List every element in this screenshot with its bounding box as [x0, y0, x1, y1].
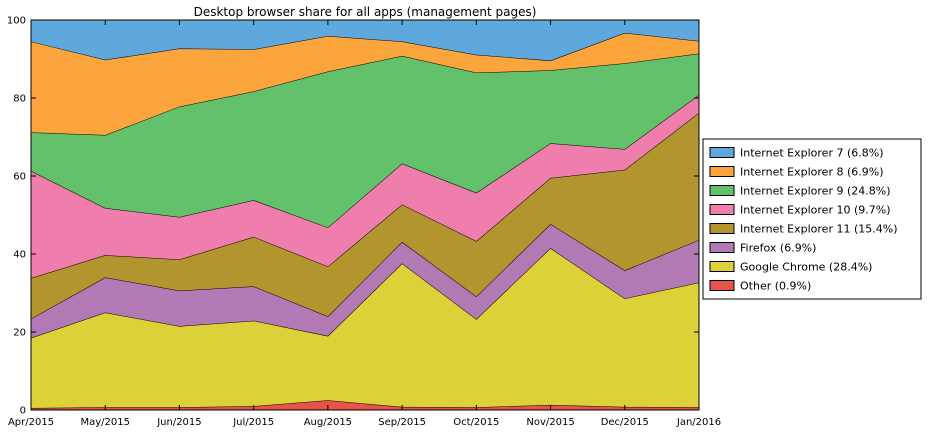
- x-tick-label: Oct/2015: [453, 417, 499, 428]
- legend-label: Internet Explorer 7 (6.8%): [740, 147, 884, 160]
- area-layers: [30, 19, 700, 410]
- legend-label: Other (0.9%): [740, 280, 811, 293]
- legend-label: Internet Explorer 9 (24.8%): [740, 185, 891, 198]
- x-tick-label: Nov/2015: [526, 417, 574, 428]
- x-tick-label: Jan/2016: [676, 417, 721, 428]
- legend-label: Internet Explorer 10 (9.7%): [740, 204, 891, 217]
- x-tick-label: Jun/2015: [156, 417, 201, 428]
- legend-label: Google Chrome (28.4%): [740, 261, 872, 274]
- y-tick-label: 0: [20, 406, 26, 417]
- legend-swatch: [709, 223, 735, 234]
- area-internet-explorer-11: [31, 112, 699, 319]
- area-other: [31, 400, 699, 410]
- legend-swatch: [709, 261, 735, 272]
- area-internet-explorer-9: [31, 53, 699, 228]
- y-tick-label: 100: [7, 16, 26, 27]
- legend-label: Internet Explorer 11 (15.4%): [740, 223, 898, 236]
- legend-swatch: [709, 166, 735, 177]
- x-tick-label: Sep/2015: [378, 417, 426, 428]
- y-tick-label: 40: [13, 250, 26, 261]
- legend-swatch: [709, 147, 735, 158]
- chart-title: Desktop browser share for all apps (mana…: [194, 5, 537, 19]
- x-tick-label: May/2015: [80, 417, 130, 428]
- area-firefox: [31, 223, 699, 338]
- legend-label: Internet Explorer 8 (6.9%): [740, 166, 884, 179]
- legend-label: Firefox (6.9%): [740, 242, 816, 255]
- x-tick-label: Jul/2015: [232, 417, 274, 428]
- legend: Internet Explorer 7 (6.8%) Internet Explo…: [702, 138, 922, 300]
- legend-swatch: [709, 280, 735, 291]
- x-tick-label: Dec/2015: [601, 417, 649, 428]
- axis-ticks: 0 20 40 60 80 100 Apr/2015 May/2015 Jun/2015 Jul/…: [7, 16, 721, 429]
- area-google-chrome: [31, 248, 699, 409]
- area-internet-explorer-10: [31, 94, 699, 279]
- y-tick-label: 60: [13, 172, 26, 183]
- area-internet-explorer-8: [31, 32, 699, 136]
- y-tick-label: 80: [13, 94, 26, 105]
- legend-swatch: [709, 204, 735, 215]
- legend-box: [702, 138, 922, 300]
- y-tick-label: 20: [13, 328, 26, 339]
- legend-swatch: [709, 242, 735, 253]
- x-tick-label: Apr/2015: [8, 417, 54, 428]
- area-boundary-google-chrome: [30, 247, 700, 339]
- area-internet-explorer-7: [31, 20, 699, 61]
- legend-swatch: [709, 185, 735, 196]
- x-tick-label: Aug/2015: [304, 417, 352, 428]
- plot-frame: [30, 19, 700, 411]
